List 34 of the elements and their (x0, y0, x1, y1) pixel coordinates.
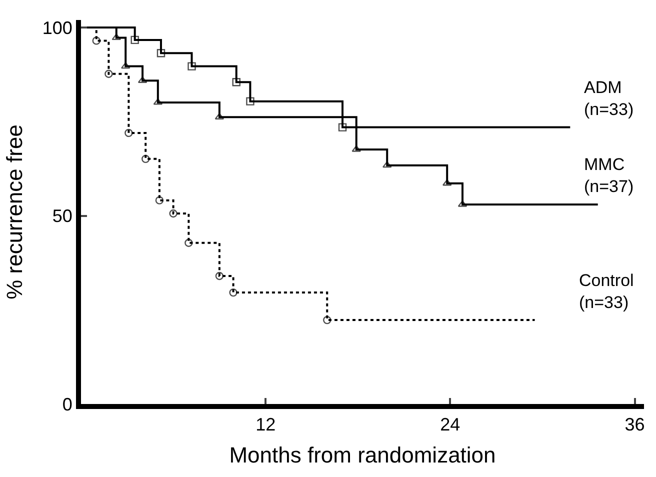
point (188, 62, 196, 70)
x-tick-label: 36 (624, 414, 645, 435)
point (215, 272, 224, 280)
y-tick-label: 0 (62, 394, 72, 414)
x-tick-label: 24 (440, 414, 460, 435)
y-tick-label: 100 (42, 18, 72, 38)
text: Control (n=33) (579, 271, 634, 312)
y-tick-label: 50 (52, 206, 72, 226)
point (323, 316, 332, 324)
point (92, 36, 100, 45)
point (155, 196, 164, 204)
point (232, 78, 240, 86)
point (352, 145, 361, 152)
point (458, 200, 468, 207)
point (120, 62, 130, 69)
point (156, 49, 166, 58)
point (124, 128, 133, 138)
point (246, 97, 254, 106)
point (130, 36, 139, 44)
point (104, 70, 113, 78)
x-axis-title: Months from randomization (229, 442, 496, 468)
point (442, 179, 452, 186)
point (382, 161, 392, 168)
point (169, 209, 178, 218)
point (112, 34, 122, 40)
x-tick-label: 12 (256, 414, 276, 435)
point (153, 98, 163, 105)
point (338, 123, 347, 132)
y-axis-title: % recurrence free (2, 124, 28, 300)
point (184, 238, 193, 247)
point (142, 154, 150, 164)
point (229, 288, 238, 297)
series-label: ADM (n=33) (584, 78, 634, 120)
series-label: MMC (n=37) (584, 155, 634, 196)
